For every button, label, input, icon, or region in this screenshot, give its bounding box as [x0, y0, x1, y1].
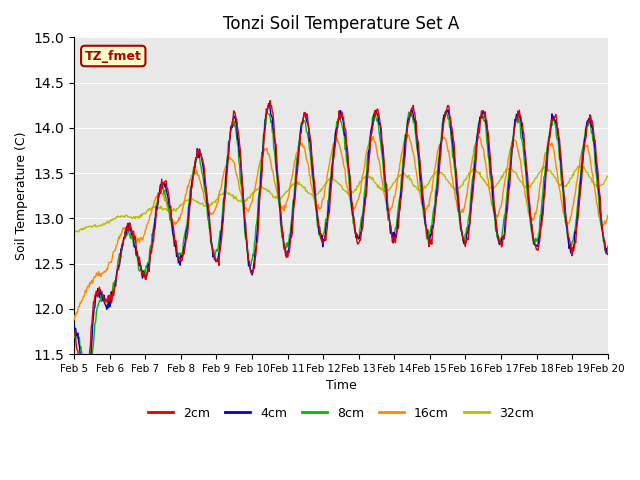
Line: 4cm: 4cm: [74, 104, 608, 372]
X-axis label: Time: Time: [326, 379, 356, 392]
4cm: [407, 108, 415, 114]
32cm: [422, 184, 429, 190]
2cm: [218, 233, 226, 239]
16cm: [217, 186, 225, 192]
2cm: [76, 369, 83, 375]
32cm: [70, 228, 78, 234]
16cm: [604, 213, 612, 218]
2cm: [81, 369, 88, 375]
4cm: [81, 369, 88, 375]
Legend: 2cm, 4cm, 8cm, 16cm, 32cm: 2cm, 4cm, 8cm, 16cm, 32cm: [143, 402, 539, 424]
8cm: [70, 335, 78, 340]
32cm: [577, 163, 585, 168]
4cm: [604, 252, 612, 257]
4cm: [423, 226, 431, 231]
32cm: [81, 225, 88, 231]
32cm: [604, 174, 612, 180]
Y-axis label: Soil Temperature (C): Soil Temperature (C): [15, 132, 28, 260]
2cm: [190, 172, 198, 178]
8cm: [407, 111, 415, 117]
32cm: [136, 213, 143, 219]
4cm: [265, 101, 273, 107]
8cm: [81, 369, 89, 375]
2cm: [70, 333, 78, 338]
2cm: [407, 108, 415, 113]
2cm: [423, 229, 431, 235]
Line: 2cm: 2cm: [74, 101, 608, 372]
Title: Tonzi Soil Temperature Set A: Tonzi Soil Temperature Set A: [223, 15, 459, 33]
8cm: [190, 164, 198, 170]
32cm: [71, 229, 79, 235]
8cm: [80, 368, 88, 373]
Line: 32cm: 32cm: [74, 166, 608, 232]
16cm: [135, 236, 143, 242]
16cm: [80, 294, 88, 300]
32cm: [218, 192, 226, 197]
8cm: [604, 243, 612, 249]
2cm: [136, 254, 143, 260]
Line: 16cm: 16cm: [74, 135, 608, 320]
2cm: [604, 251, 612, 257]
16cm: [403, 132, 411, 138]
32cm: [406, 176, 414, 181]
Text: TZ_fmet: TZ_fmet: [85, 49, 141, 62]
4cm: [136, 263, 143, 269]
32cm: [190, 197, 198, 203]
4cm: [190, 171, 198, 177]
8cm: [423, 236, 431, 242]
16cm: [422, 206, 429, 212]
4cm: [79, 369, 87, 375]
8cm: [371, 109, 378, 115]
2cm: [266, 98, 274, 104]
16cm: [70, 317, 78, 323]
Line: 8cm: 8cm: [74, 112, 608, 372]
4cm: [70, 324, 78, 329]
4cm: [218, 223, 226, 229]
16cm: [406, 138, 414, 144]
8cm: [136, 268, 143, 274]
16cm: [189, 169, 196, 175]
8cm: [218, 217, 226, 223]
